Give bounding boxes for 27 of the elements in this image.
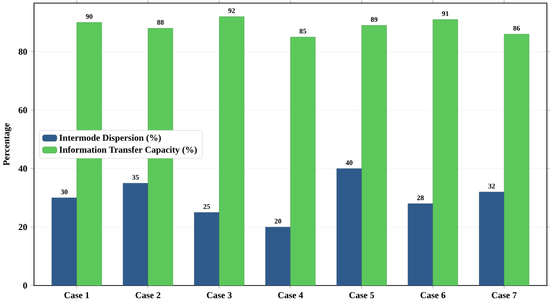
x-tick-label: Case 2 [136, 292, 160, 298]
bar [265, 227, 291, 286]
bar [479, 192, 504, 286]
y-tick-label: 60 [18, 107, 28, 114]
bar [432, 20, 458, 286]
bar [290, 37, 316, 286]
legend-label: Intermode Dispersion (%) [59, 134, 161, 143]
bar [362, 25, 387, 286]
bar [219, 16, 244, 286]
x-tick-label: Case 5 [349, 292, 374, 298]
legend-label: Information Transfer Capacity (%) [59, 146, 197, 155]
bar [408, 204, 434, 286]
bar [122, 183, 148, 286]
y-tick-label: 40 [18, 166, 28, 172]
x-tick-label: Case 6 [420, 292, 446, 298]
y-tick-label: 0 [23, 282, 28, 289]
x-tick-label: Case 7 [492, 292, 517, 298]
bar [52, 198, 77, 286]
bar [194, 212, 220, 286]
bar [336, 168, 362, 286]
y-tick-label: 20 [18, 224, 28, 230]
x-tick-label: Case 4 [278, 292, 304, 298]
y-tick-label: 80 [18, 48, 28, 55]
x-tick-label: Case 1 [64, 292, 90, 298]
y-axis-title: Percentage [3, 123, 12, 166]
bar [504, 34, 530, 286]
x-tick-label: Case 3 [206, 292, 232, 298]
